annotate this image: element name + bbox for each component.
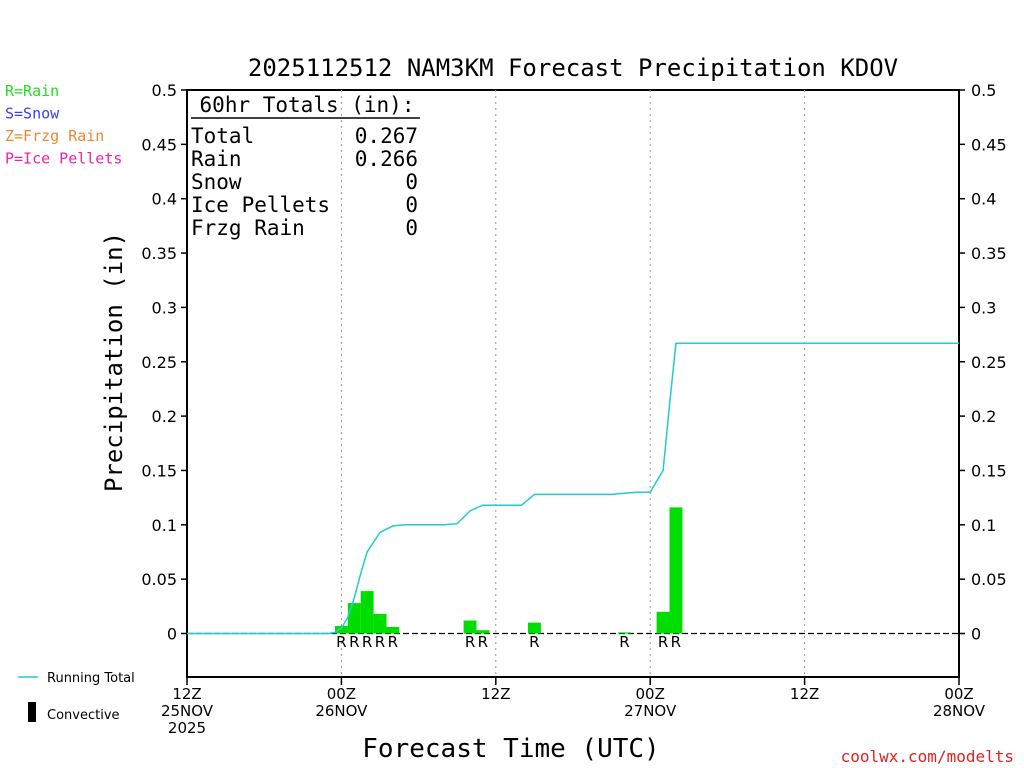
y-tick-label: 0.5: [152, 81, 177, 100]
precip-bar: [476, 630, 490, 634]
chart-title: 2025112512 NAM3KM Forecast Precipitation…: [248, 54, 898, 82]
totals-row-label: Ice Pellets: [191, 193, 330, 217]
running-total-group: [187, 342, 959, 635]
y-ticks-right: 0.5 0.45 0.4 0.35 0.3 0.25 0.2 0.15 0.1 0.05 0: [959, 81, 1007, 644]
y-tick-label: 0.35: [141, 244, 177, 263]
y-tick-label-right: 0.3: [971, 298, 996, 317]
totals-heading: 60hr Totals (in):: [200, 93, 415, 117]
precip-bar: [656, 611, 670, 634]
totals-row-value: 0: [405, 193, 418, 217]
precip-bar: [528, 622, 541, 634]
y-tick-label-right: 0.15: [971, 461, 1007, 480]
totals-row-label: Total: [191, 124, 254, 148]
ptype-label: R: [529, 633, 539, 651]
y-tick-label: 0: [167, 625, 177, 644]
totals-row-value: 0.266: [355, 147, 418, 171]
y-tick-label: 0.4: [152, 190, 177, 209]
ptype-label: R: [465, 633, 475, 651]
grid-lines: [340, 90, 806, 677]
x-tick-label: 00Z: [636, 685, 665, 703]
x-axis-label: Forecast Time (UTC): [362, 734, 659, 764]
totals-row-label: Frzg Rain: [191, 216, 305, 240]
precip-bar: [335, 625, 348, 634]
ptype-label: R: [375, 633, 385, 651]
y-tick-label-right: 0.45: [971, 135, 1007, 154]
ptype-legend-item: P=Ice Pellets: [5, 150, 122, 168]
x-tick-label: 12Z: [790, 685, 819, 703]
y-ticks-left: 0.5 0.45 0.4 0.35 0.3 0.25 0.2 0.15 0.1 0.05 0: [141, 81, 187, 644]
ptype-label: R: [362, 633, 372, 651]
ptype-legend-item: S=Snow: [5, 105, 60, 123]
y-tick-label: 0.1: [152, 516, 177, 535]
totals-box: 60hr Totals (in): Total 0.267 Rain 0.266 Sno…: [191, 93, 420, 240]
plot-frame: [186, 89, 960, 678]
x-tick-label: 12Z: [481, 685, 510, 703]
x-tick-label: 00Z: [327, 685, 356, 703]
y-axis-label: Precipitation (in): [100, 232, 128, 492]
convective-legend-label: Convective: [47, 708, 120, 723]
totals-row-value: 0: [405, 170, 418, 194]
ptype-legend-item: R=Rain: [5, 82, 59, 100]
y-tick-label-right: 0.1: [971, 516, 996, 535]
running-total-legend-label: Running Total: [47, 671, 135, 686]
precip-bar: [347, 603, 361, 634]
ptype-label: R: [619, 633, 629, 651]
y-tick-label-right: 0.2: [971, 407, 996, 426]
y-tick-label-right: 0.05: [971, 570, 1007, 589]
x-tick-label: 25NOV: [161, 702, 214, 720]
bars-group: [335, 507, 683, 634]
precip-bar: [360, 591, 374, 634]
precip-bar: [386, 627, 400, 634]
x-tick-label: 26NOV: [315, 702, 368, 720]
y-tick-label: 0.2: [152, 407, 177, 426]
y-tick-label: 0.05: [141, 570, 177, 589]
y-tick-label: 0.45: [141, 135, 177, 154]
series-legend: Running Total Convective: [18, 671, 135, 723]
ptype-label: R: [478, 633, 488, 651]
y-tick-label: 0.15: [141, 461, 177, 480]
ptype-label: R: [671, 633, 681, 651]
totals-row-label: Snow: [191, 170, 242, 194]
ptype-label: R: [336, 633, 346, 651]
ptype-label: R: [658, 633, 668, 651]
precip-bar: [669, 507, 683, 634]
y-tick-label-right: 0.25: [971, 353, 1007, 372]
y-tick-label: 0.25: [141, 353, 177, 372]
x-tick-label: 27NOV: [624, 702, 677, 720]
y-tick-label-right: 0.5: [971, 81, 996, 100]
x-tick-label: 12Z: [172, 685, 201, 703]
ptype-legend: R=Rain S=Snow Z=Frzg Rain P=Ice Pellets: [5, 82, 122, 168]
x-tick-label: 28NOV: [933, 702, 986, 720]
y-tick-label: 0.3: [152, 298, 177, 317]
precip-bar: [373, 613, 387, 634]
y-tick-label-right: 0.4: [971, 190, 996, 209]
watermark: coolwx.com/modelts: [841, 747, 1014, 766]
ptype-label: R: [388, 633, 398, 651]
running-total-line: [187, 342, 959, 635]
totals-row-value: 0.267: [355, 124, 418, 148]
precip-bar: [463, 620, 477, 634]
precip-bar: [618, 632, 631, 634]
x-tick-label: 2025: [168, 719, 206, 737]
ptype-legend-item: Z=Frzg Rain: [5, 127, 104, 145]
totals-row-label: Rain: [191, 147, 242, 171]
x-tick-label: 00Z: [944, 685, 973, 703]
convective-legend-swatch: [28, 702, 36, 722]
ptype-label: R: [349, 633, 359, 651]
y-tick-label-right: 0.35: [971, 244, 1007, 263]
y-tick-label-right: 0: [971, 625, 981, 644]
totals-row-value: 0: [405, 216, 418, 240]
